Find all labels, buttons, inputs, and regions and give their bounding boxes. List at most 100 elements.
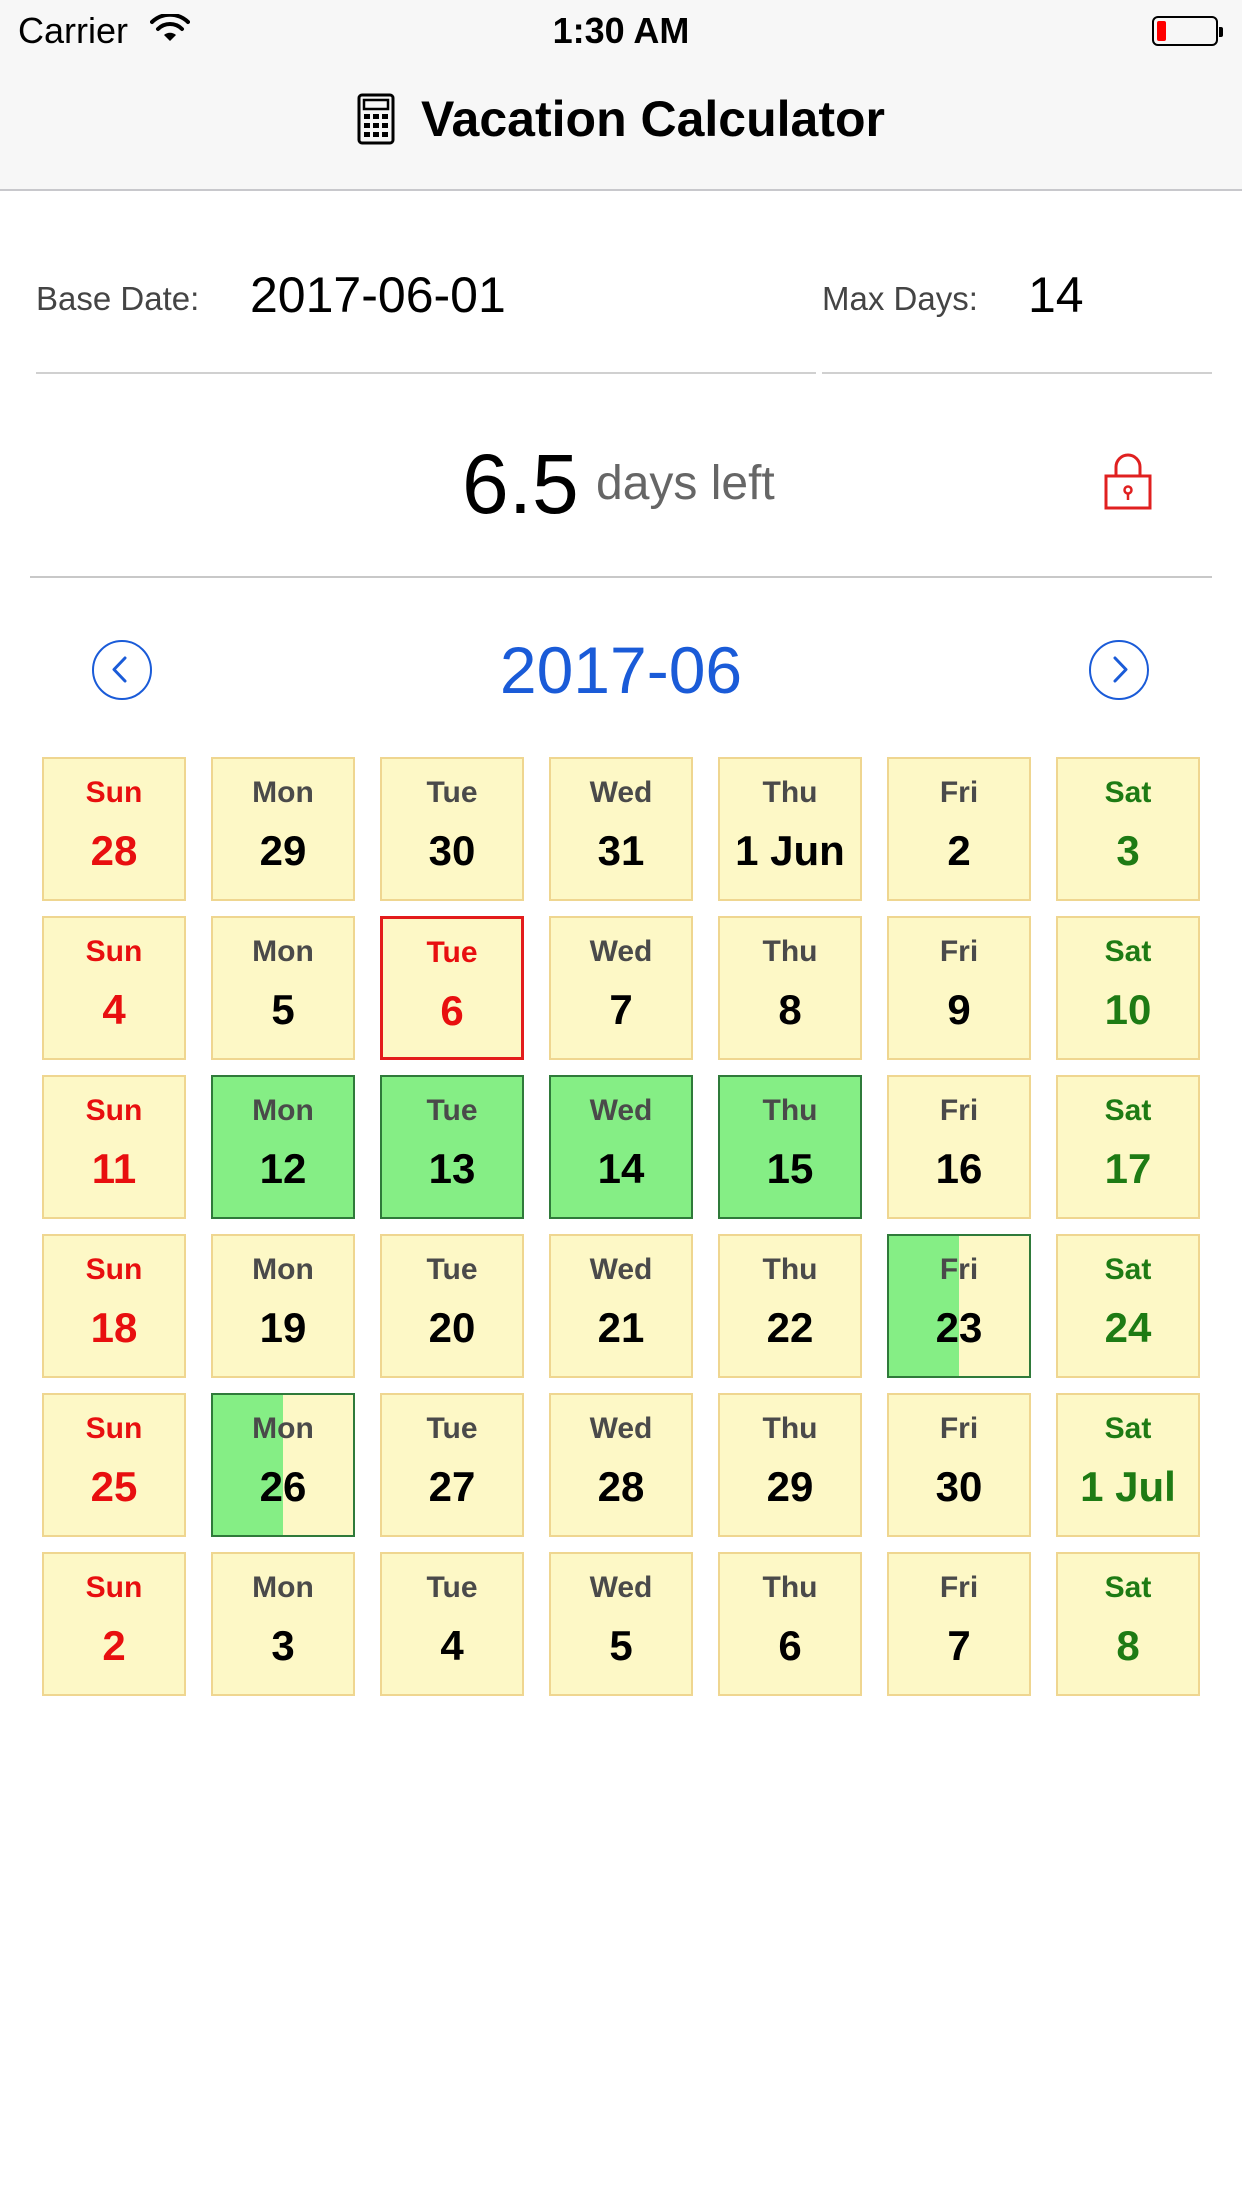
max-days-input[interactable]: 14 — [1028, 267, 1084, 323]
day-number-label: 16 — [935, 1145, 983, 1192]
vacation-fill — [551, 1077, 691, 1217]
day-of-week-label: Tue — [426, 1412, 478, 1445]
day-of-week-label: Thu — [762, 1571, 818, 1604]
settings-fields: Base Date: 2017-06-01 Max Days: 14 — [36, 260, 1212, 374]
days-left-summary: 6.5 days left — [30, 420, 1212, 578]
day-number-label: 20 — [428, 1304, 476, 1351]
calendar-day-cell[interactable]: Fri 2 — [887, 757, 1031, 901]
day-of-week-label: Wed — [589, 1412, 653, 1445]
calendar-day-cell[interactable]: Wed 14 — [549, 1075, 693, 1219]
calendar-day-cell[interactable]: Tue 6 — [380, 916, 524, 1060]
calendar-day-cell[interactable]: Sun 25 — [42, 1393, 186, 1537]
day-of-week-label: Tue — [426, 1253, 478, 1286]
calendar-day-cell[interactable]: Wed 7 — [549, 916, 693, 1060]
calendar-day-cell[interactable]: Tue 20 — [380, 1234, 524, 1378]
lock-icon[interactable] — [1103, 450, 1153, 510]
calendar-day-cell[interactable]: Tue 30 — [380, 757, 524, 901]
calendar-day-cell[interactable]: Sat 24 — [1056, 1234, 1200, 1378]
day-of-week-label: Sun — [85, 1253, 143, 1286]
calendar-day-cell[interactable]: Wed 28 — [549, 1393, 693, 1537]
calendar-day-cell[interactable]: Sun 11 — [42, 1075, 186, 1219]
day-number-label: 21 — [597, 1304, 645, 1351]
calendar-day-cell[interactable]: Wed 31 — [549, 757, 693, 901]
calendar-day-cell[interactable]: Fri 9 — [887, 916, 1031, 1060]
day-number-label: 29 — [259, 827, 307, 874]
day-number-label: 4 — [102, 986, 126, 1033]
day-number-label: 7 — [609, 986, 633, 1033]
calendar-day-cell[interactable]: Mon 12 — [211, 1075, 355, 1219]
day-number-label: 2 — [947, 827, 971, 874]
calendar-day-cell[interactable]: Fri 16 — [887, 1075, 1031, 1219]
day-number-label: 12 — [259, 1145, 307, 1192]
calculator-icon — [357, 93, 395, 145]
base-date-label: Base Date: — [36, 280, 200, 317]
calendar-day-cell[interactable]: Sat 3 — [1056, 757, 1200, 901]
day-of-week-label: Sat — [1104, 776, 1152, 809]
max-days-field[interactable]: Max Days: 14 — [822, 260, 1212, 374]
day-of-week-label: Fri — [939, 935, 979, 968]
calendar-day-cell[interactable]: Thu 6 — [718, 1552, 862, 1696]
calendar-day-cell[interactable]: Mon 5 — [211, 916, 355, 1060]
wifi-icon — [150, 14, 190, 41]
calendar-day-cell[interactable]: Mon 3 — [211, 1552, 355, 1696]
calendar-day-cell[interactable]: Wed 21 — [549, 1234, 693, 1378]
calendar-day-cell[interactable]: Sun 2 — [42, 1552, 186, 1696]
calendar-day-cell[interactable]: Thu 29 — [718, 1393, 862, 1537]
calendar-day-cell[interactable]: Wed 5 — [549, 1552, 693, 1696]
calendar-day-cell[interactable]: Thu 8 — [718, 916, 862, 1060]
day-of-week-label: Tue — [426, 1571, 478, 1604]
calendar-day-cell[interactable]: Thu 1 Jun — [718, 757, 862, 901]
day-number-label: 29 — [766, 1463, 814, 1510]
vacation-fill — [720, 1077, 860, 1217]
day-number-label: 8 — [1116, 1622, 1140, 1669]
calendar-day-cell[interactable]: Fri 23 — [887, 1234, 1031, 1378]
day-of-week-label: Tue — [426, 936, 478, 969]
calendar-day-cell[interactable]: Sat 1 Jul — [1056, 1393, 1200, 1537]
days-left-text: days left — [596, 457, 775, 510]
day-number-label: 27 — [428, 1463, 476, 1510]
day-of-week-label: Thu — [762, 1412, 818, 1445]
day-of-week-label: Sun — [85, 1571, 143, 1604]
day-of-week-label: Mon — [252, 1412, 314, 1445]
day-of-week-label: Sat — [1104, 1253, 1152, 1286]
calendar-day-cell[interactable]: Sun 4 — [42, 916, 186, 1060]
calendar-day-cell[interactable]: Sun 28 — [42, 757, 186, 901]
calendar-day-cell[interactable]: Thu 15 — [718, 1075, 862, 1219]
calendar-day-cell[interactable]: Sun 18 — [42, 1234, 186, 1378]
day-number-label: 1 Jun — [735, 827, 845, 874]
calendar-day-cell[interactable]: Sat 8 — [1056, 1552, 1200, 1696]
calendar-day-cell[interactable]: Fri 7 — [887, 1552, 1031, 1696]
base-date-input[interactable]: 2017-06-01 — [250, 267, 506, 323]
battery-level — [1157, 21, 1166, 41]
day-number-label: 26 — [259, 1463, 307, 1510]
day-number-label: 28 — [90, 827, 138, 874]
month-header: 2017-06 — [0, 620, 1242, 720]
day-of-week-label: Tue — [426, 776, 478, 809]
day-number-label: 6 — [778, 1622, 802, 1669]
calendar-day-cell[interactable]: Tue 4 — [380, 1552, 524, 1696]
day-of-week-label: Fri — [939, 1571, 979, 1604]
day-number-label: 8 — [778, 986, 802, 1033]
max-days-label: Max Days: — [822, 280, 978, 317]
previous-month-button[interactable] — [92, 640, 152, 700]
base-date-field[interactable]: Base Date: 2017-06-01 — [36, 260, 816, 374]
calendar-day-cell[interactable]: Sat 17 — [1056, 1075, 1200, 1219]
next-month-button[interactable] — [1089, 640, 1149, 700]
day-number-label: 3 — [1116, 827, 1140, 874]
calendar-day-cell[interactable]: Tue 27 — [380, 1393, 524, 1537]
day-of-week-label: Wed — [589, 1094, 653, 1127]
calendar-day-cell[interactable]: Mon 29 — [211, 757, 355, 901]
day-of-week-label: Thu — [762, 1253, 818, 1286]
calendar-day-cell[interactable]: Mon 26 — [211, 1393, 355, 1537]
calendar-day-cell[interactable]: Sat 10 — [1056, 916, 1200, 1060]
calendar-day-cell[interactable]: Mon 19 — [211, 1234, 355, 1378]
day-of-week-label: Mon — [252, 935, 314, 968]
day-of-week-label: Wed — [589, 935, 653, 968]
status-bar: Carrier 1:30 AM — [0, 0, 1242, 60]
calendar-day-cell[interactable]: Fri 30 — [887, 1393, 1031, 1537]
day-of-week-label: Sun — [85, 1412, 143, 1445]
calendar-day-cell[interactable]: Thu 22 — [718, 1234, 862, 1378]
chevron-right-icon — [1113, 656, 1128, 683]
calendar-day-cell[interactable]: Tue 13 — [380, 1075, 524, 1219]
month-label: 2017-06 — [499, 633, 743, 707]
